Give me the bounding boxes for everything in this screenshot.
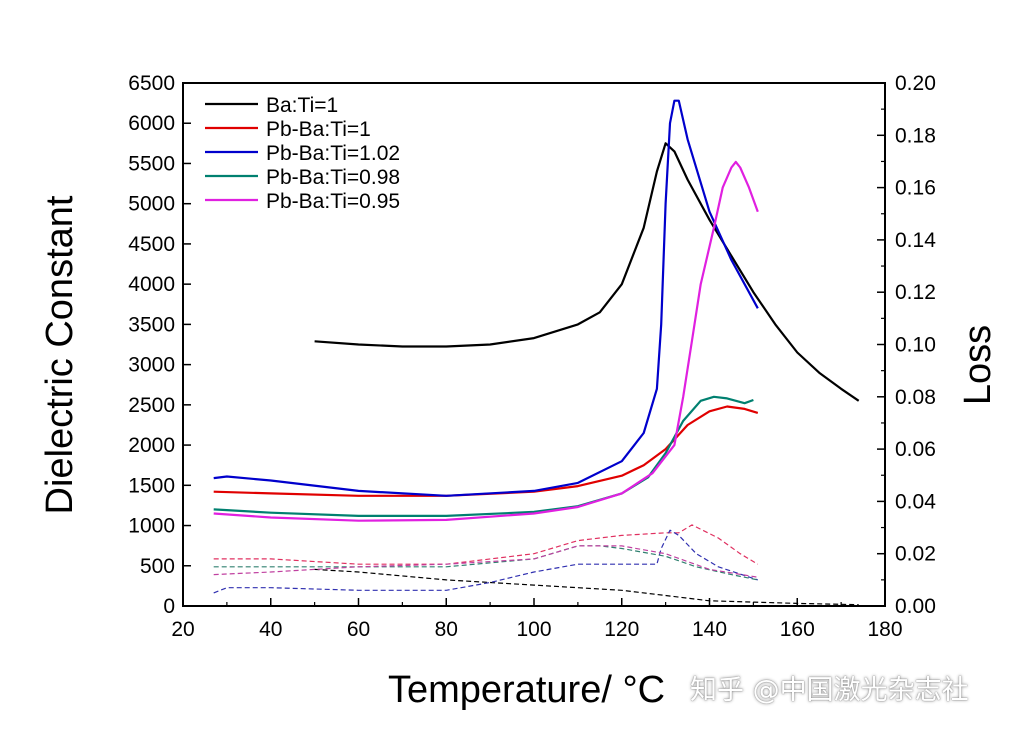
y-tick-label: 6500 — [128, 72, 175, 95]
y2-axis-title: Loss — [957, 325, 999, 405]
x-tick-label: 80 — [435, 618, 458, 641]
series-line-9 — [213, 545, 758, 578]
x-tick-label: 40 — [259, 618, 282, 641]
series-line-5 — [314, 568, 859, 606]
legend-label: Pb-Ba:Ti=1 — [266, 118, 371, 141]
y-tick-label: 5000 — [128, 193, 175, 216]
legend-label: Pb-Ba:Ti=0.95 — [266, 190, 400, 213]
series-line-1 — [213, 405, 759, 497]
y2-tick-label: 0.04 — [895, 490, 936, 513]
series-line-7 — [213, 529, 758, 594]
series-line-0 — [314, 142, 860, 402]
series-line-2 — [213, 99, 759, 497]
y-tick-label: 2000 — [128, 434, 175, 457]
series-line-6 — [213, 524, 759, 565]
watermark: 知乎 @中国激光杂志社 — [690, 675, 969, 706]
y-tick-label: 3500 — [128, 313, 175, 336]
y-tick-label: 2500 — [128, 394, 175, 417]
x-tick-label: 140 — [692, 618, 727, 641]
y2-tick-label: 0.00 — [895, 595, 936, 618]
y2-tick-label: 0.06 — [895, 438, 936, 461]
series-line-3 — [213, 395, 754, 517]
series-line-4 — [213, 160, 759, 522]
y-axis-title: Dielectric Constant — [39, 195, 81, 514]
y-tick-label: 1500 — [128, 474, 175, 497]
y2-tick-label: 0.16 — [895, 177, 936, 200]
series-line-8 — [213, 545, 758, 581]
y2-tick-label: 0.12 — [895, 281, 936, 304]
y2-tick-label: 0.20 — [895, 72, 936, 95]
y-tick-label: 1000 — [128, 515, 175, 538]
x-tick-label: 120 — [604, 618, 639, 641]
y2-tick-label: 0.10 — [895, 334, 936, 357]
y-tick-label: 4000 — [128, 273, 175, 296]
y2-tick-label: 0.02 — [895, 543, 936, 566]
x-tick-label: 60 — [347, 618, 370, 641]
y-tick-label: 4500 — [128, 233, 175, 256]
y-tick-label: 5500 — [128, 152, 175, 175]
legend-label: Pb-Ba:Ti=0.98 — [266, 166, 400, 189]
x-tick-label: 100 — [516, 618, 551, 641]
x-axis-title: Temperature/ °C — [388, 669, 665, 711]
x-tick-label: 20 — [171, 618, 194, 641]
x-tick-label: 160 — [780, 618, 815, 641]
y2-tick-label: 0.18 — [895, 124, 936, 147]
legend-label: Ba:Ti=1 — [266, 94, 338, 117]
y2-tick-label: 0.08 — [895, 386, 936, 409]
y-tick-label: 0 — [163, 595, 175, 618]
y2-tick-label: 0.14 — [895, 229, 936, 252]
y-tick-label: 6000 — [128, 112, 175, 135]
ticks: 20 40 60 80 100 120 140 160 180 0 500 1000 1500 2000 2… — [128, 72, 936, 641]
curves — [213, 99, 860, 606]
y-tick-label: 3000 — [128, 354, 175, 377]
legend: Ba:Ti=1Pb-Ba:Ti=1Pb-Ba:Ti=1.02Pb-Ba:Ti=0… — [205, 94, 400, 213]
x-tick-label: 180 — [867, 618, 902, 641]
y-tick-label: 500 — [140, 555, 175, 578]
legend-label: Pb-Ba:Ti=1.02 — [266, 142, 400, 165]
